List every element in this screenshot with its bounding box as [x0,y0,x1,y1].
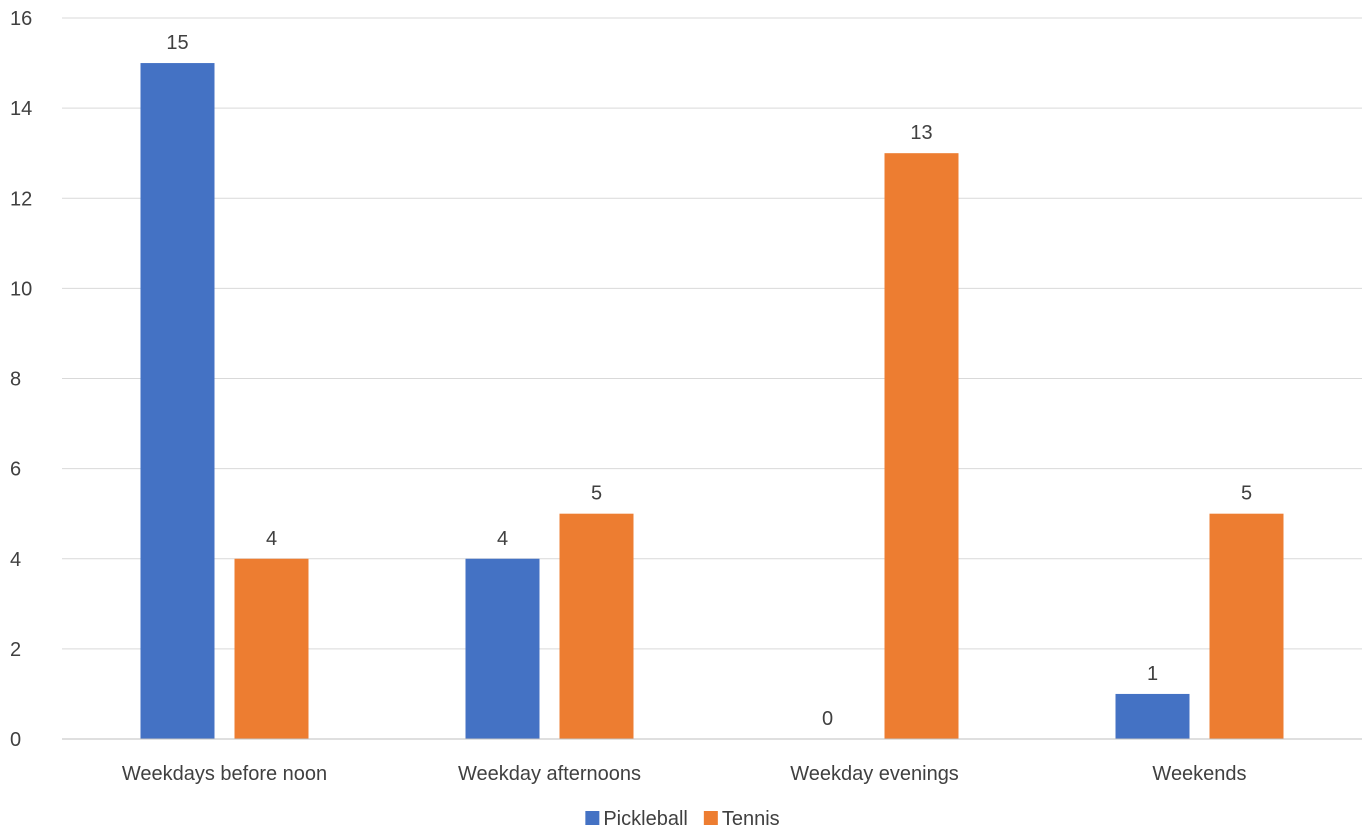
legend-label: Tennis [722,808,780,830]
x-category-label: Weekday evenings [790,763,959,785]
y-tick-label: 2 [10,639,21,661]
legend-swatch [703,811,718,825]
bar-tennis-2 [559,513,634,739]
y-axis-ticks: 0 2 4 6 8 10 12 14 16 [10,8,32,751]
data-label: 5 [591,483,602,505]
bars [140,63,1284,739]
bar-tennis-1 [234,558,309,739]
y-tick-label: 16 [10,8,32,30]
bar-pickleball-2 [465,558,540,739]
y-tick-label: 4 [10,549,21,571]
bar-tennis-3 [884,153,959,739]
x-category-label: Weekday afternoons [458,763,641,785]
legend-item-pickleball[interactable]: Pickleball [585,808,688,830]
bar-pickleball-1 [140,63,215,739]
data-label: 4 [266,528,277,550]
data-label: 0 [822,708,833,730]
data-label: 5 [1241,483,1252,505]
y-tick-label: 12 [10,188,32,210]
bar-tennis-4 [1209,513,1284,739]
gridlines [62,17,1362,650]
y-tick-label: 10 [10,278,32,300]
data-label: 4 [497,528,508,550]
data-label: 1 [1147,663,1158,685]
x-category-label: Weekdays before noon [122,763,327,785]
y-tick-label: 8 [10,369,21,391]
legend[interactable]: Pickleball Tennis [585,808,780,830]
x-category-label: Weekends [1152,763,1246,785]
legend-swatch [585,811,600,825]
x-axis-categories: Weekdays before noon Weekday afternoons We… [122,763,1247,785]
legend-item-tennis[interactable]: Tennis [703,808,780,830]
data-label: 15 [166,32,188,54]
legend-label: Pickleball [603,808,687,830]
data-label: 13 [910,122,932,144]
bar-pickleball-4 [1115,693,1190,739]
y-tick-label: 14 [10,98,32,120]
y-tick-label: 6 [10,459,21,481]
y-tick-label: 0 [10,729,21,751]
